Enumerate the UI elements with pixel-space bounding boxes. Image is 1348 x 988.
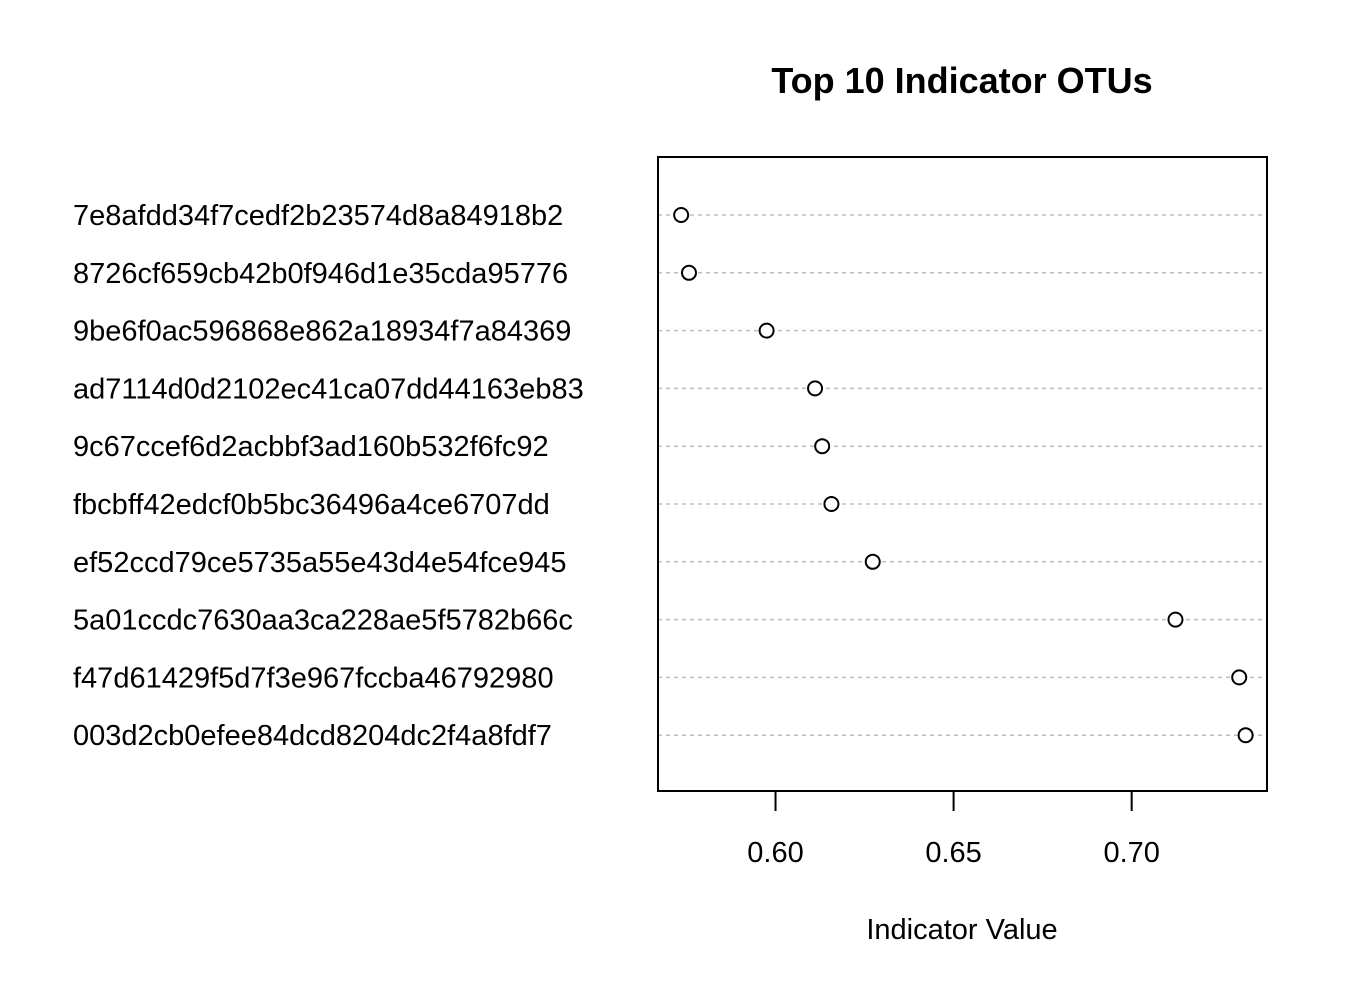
category-label: 8726cf659cb42b0f946d1e35cda95776 bbox=[73, 258, 568, 290]
category-label: 9be6f0ac596868e862a18934f7a84369 bbox=[73, 316, 571, 348]
category-label: 7e8afdd34f7cedf2b23574d8a84918b2 bbox=[73, 200, 563, 232]
data-point bbox=[814, 438, 831, 455]
data-point bbox=[864, 553, 881, 570]
x-tick-label: 0.60 bbox=[747, 837, 803, 869]
category-label: 5a01ccdc7630aa3ca228ae5f5782b66c bbox=[73, 605, 573, 637]
category-label: 9c67ccef6d2acbbf3ad160b532f6fc92 bbox=[73, 431, 549, 463]
data-point bbox=[758, 322, 775, 339]
category-labels: 7e8afdd34f7cedf2b23574d8a84918b2 8726cf65… bbox=[73, 200, 584, 752]
category-label: fbcbff42edcf0b5bc36496a4ce6707dd bbox=[73, 489, 550, 521]
data-point bbox=[823, 496, 840, 512]
category-label: 003d2cb0efee84dcd8204dc2f4a8fdf7 bbox=[73, 720, 552, 752]
x-axis: 0.60 0.65 0.70 bbox=[747, 791, 1160, 869]
plot-frame bbox=[657, 156, 1268, 792]
data-point bbox=[1167, 611, 1184, 628]
x-axis-title: Indicator Value bbox=[866, 914, 1057, 946]
data-points bbox=[673, 207, 1254, 744]
data-point bbox=[1231, 669, 1248, 686]
data-point bbox=[807, 380, 824, 397]
data-point bbox=[680, 264, 697, 281]
category-label: ef52ccd79ce5735a55e43d4e54fce945 bbox=[73, 547, 566, 579]
category-label: f47d61429f5d7f3e967fccba46792980 bbox=[73, 662, 554, 694]
category-label: ad7114d0d2102ec41ca07dd44163eb83 bbox=[73, 373, 584, 405]
data-point bbox=[1237, 727, 1254, 744]
chart-title: Top 10 Indicator OTUs bbox=[771, 60, 1152, 101]
x-tick-label: 0.70 bbox=[1103, 837, 1159, 869]
x-tick-label: 0.65 bbox=[925, 837, 981, 869]
grid-lines bbox=[658, 214, 1267, 736]
data-point bbox=[673, 207, 690, 223]
